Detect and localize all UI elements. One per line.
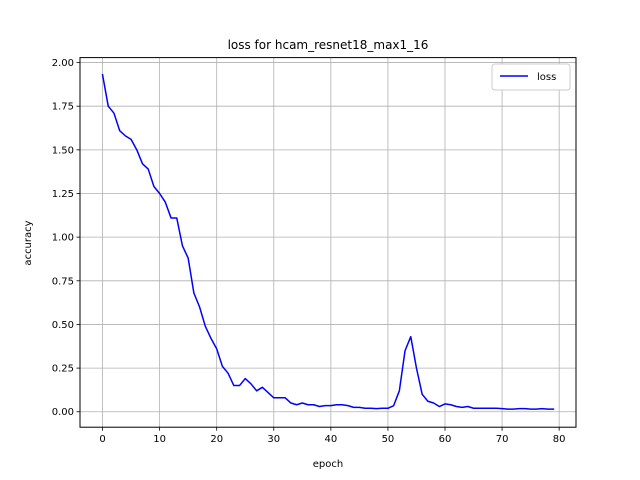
- y-tick-label: 1.25: [52, 189, 74, 200]
- y-tick-label: 1.75: [52, 102, 74, 113]
- chart-title: loss for hcam_resnet18_max1_16: [228, 38, 429, 52]
- y-tick-label: 0.50: [52, 320, 74, 331]
- x-tick-label: 60: [439, 434, 452, 445]
- x-tick-label: 40: [324, 434, 337, 445]
- series-line-loss: [101, 73, 555, 410]
- x-tick-label: 30: [267, 434, 280, 445]
- y-tick-label: 0.75: [52, 276, 74, 287]
- x-tick-label: 10: [153, 434, 166, 445]
- series-layer: [101, 73, 555, 410]
- legend-box: [491, 63, 571, 91]
- x-tick-label: 20: [210, 434, 223, 445]
- x-axis-label: epoch: [313, 459, 343, 470]
- x-tick-label: 80: [553, 434, 566, 445]
- plot-frame: [79, 57, 577, 428]
- x-axis-ticks: 0 10 20 30 40 50 60 70 80: [99, 427, 566, 445]
- x-tick-label: 50: [382, 434, 395, 445]
- y-axis-ticks: 0.00 0.25 0.50 0.75 1.00 1.25 1.50 1.75 2.00: [52, 58, 80, 418]
- y-tick-label: 2.00: [52, 58, 74, 69]
- x-tick-label: 70: [496, 434, 509, 445]
- y-tick-label: 0.25: [52, 364, 74, 375]
- y-axis-label: accuracy: [23, 220, 34, 265]
- legend: loss: [491, 63, 571, 91]
- y-tick-label: 0.00: [52, 407, 74, 418]
- legend-label-loss: loss: [537, 72, 556, 83]
- y-tick-label: 1.50: [52, 145, 74, 156]
- y-tick-label: 1.00: [52, 233, 74, 244]
- x-tick-label: 0: [99, 434, 105, 445]
- grid-lines: [80, 57, 576, 428]
